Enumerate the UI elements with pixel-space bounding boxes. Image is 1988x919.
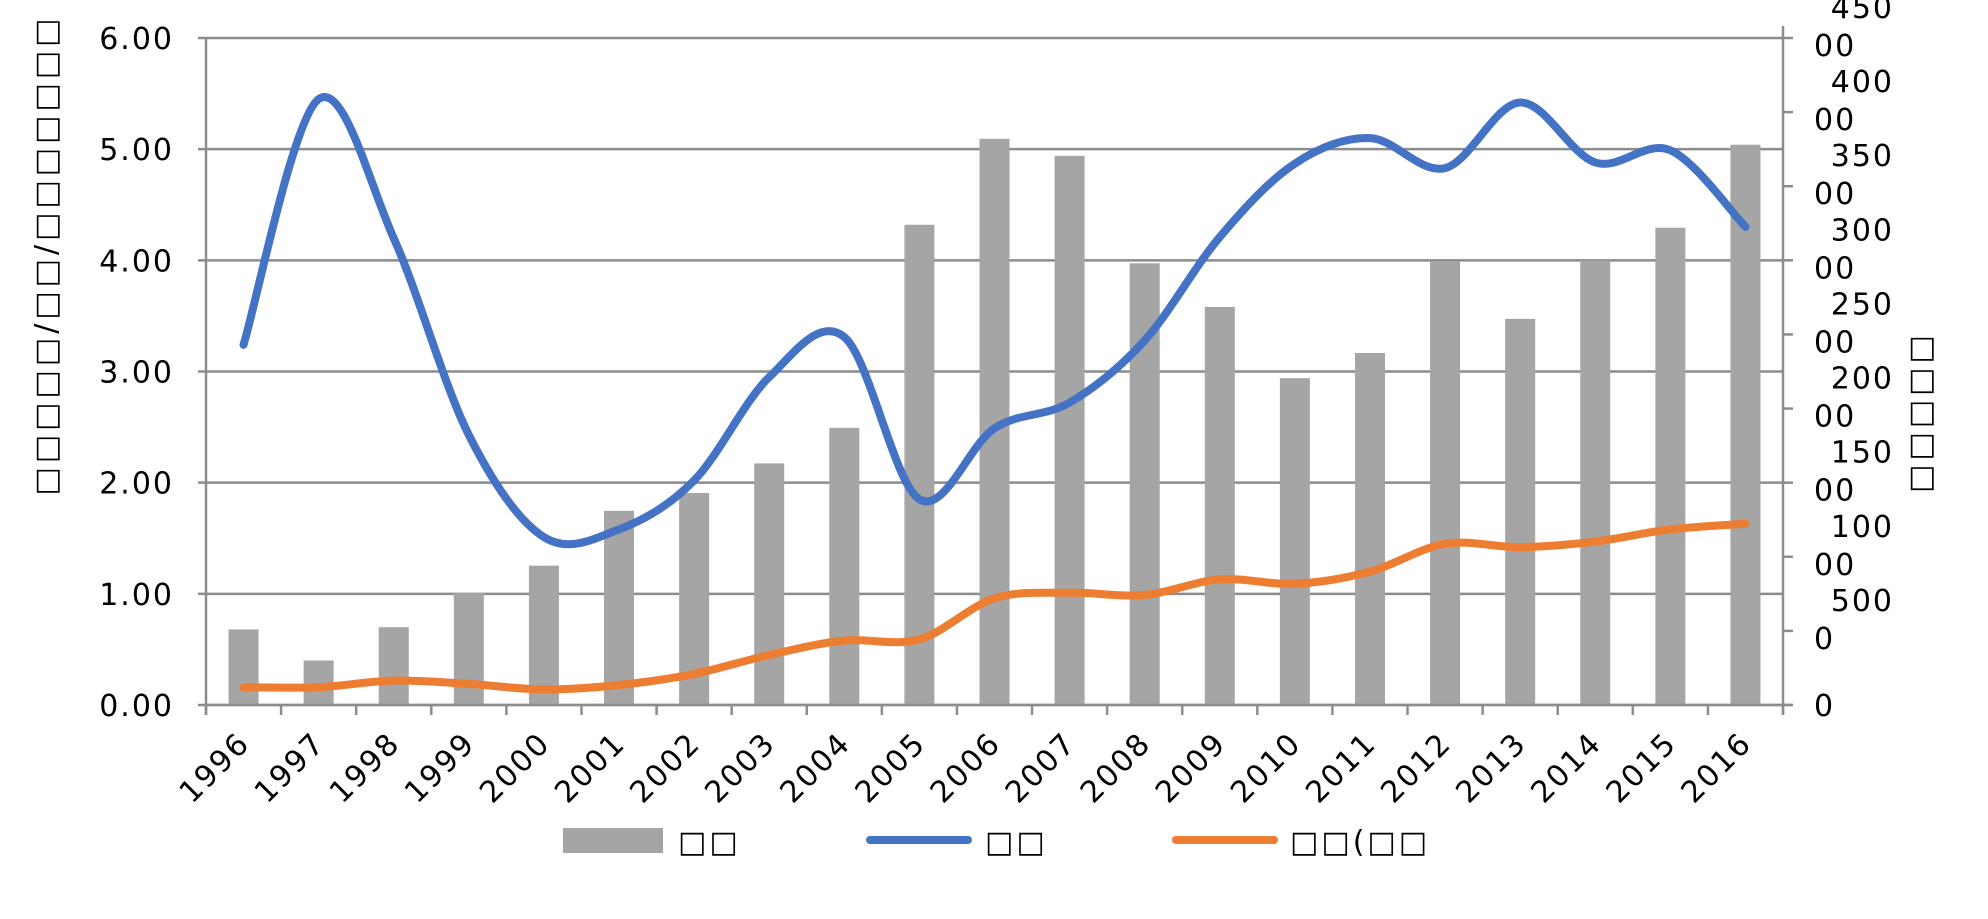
- right-tick-label: 400: [1831, 65, 1894, 100]
- right-tick-label-wrap: 00: [1814, 29, 1856, 64]
- x-tick-label: 2013: [1449, 726, 1533, 810]
- right-tick-label: 0: [1814, 689, 1835, 724]
- left-tick-label: 6.00: [99, 22, 174, 57]
- left-axis-title: □□□□□/□□/□□□□□□□: [29, 14, 64, 495]
- right-tick-label: 500: [1831, 584, 1894, 619]
- legend-item-bar[interactable]: □□: [563, 825, 741, 860]
- bar: [1655, 227, 1686, 706]
- bar: [1204, 307, 1235, 705]
- right-tick-label: 150: [1831, 436, 1894, 471]
- x-tick-label: 2008: [1074, 726, 1158, 810]
- legend-label-blue-line: □□: [985, 825, 1048, 860]
- left-tick-label: 0.00: [99, 689, 174, 724]
- x-tick-label: 2001: [548, 726, 632, 810]
- x-tick-label: 2002: [623, 726, 707, 810]
- x-tick-label: 2007: [999, 726, 1083, 810]
- bar: [1054, 155, 1085, 705]
- legend: □□ □□ □□(□□: [563, 825, 1430, 860]
- x-tick-label: 2016: [1675, 726, 1759, 810]
- bar: [1430, 261, 1461, 705]
- x-tick-label: 2011: [1299, 726, 1383, 810]
- left-tick-label: 2.00: [99, 467, 174, 502]
- legend-item-blue-line[interactable]: □□: [866, 825, 1048, 860]
- x-tick-label: 2006: [924, 726, 1008, 810]
- right-tick-label-wrap: 0: [1814, 622, 1835, 657]
- bar: [829, 427, 860, 705]
- left-tick-label: 4.00: [99, 244, 174, 279]
- x-tick-label: 2014: [1525, 726, 1609, 810]
- left-tick-label: 1.00: [99, 578, 174, 613]
- x-tick-label: 1998: [323, 726, 407, 810]
- legend-item-orange-line[interactable]: □□(□□: [1172, 825, 1430, 860]
- right-tick-label: 300: [1831, 213, 1894, 248]
- x-tick-label: 2003: [698, 726, 782, 810]
- right-tick-label: 350: [1831, 139, 1894, 174]
- left-tick-label: 3.00: [99, 356, 174, 391]
- x-tick-label: 1997: [248, 726, 332, 810]
- x-tick-label: 2005: [849, 726, 933, 810]
- right-tick-label-wrap: 00: [1814, 251, 1856, 286]
- x-tick-label: 2009: [1149, 726, 1233, 810]
- right-axis-title: □□□□□: [1903, 331, 1938, 493]
- bar: [754, 463, 785, 705]
- legend-swatch-bar: [563, 828, 663, 853]
- line-series-orange: [239, 519, 1750, 694]
- x-tick-label: 2012: [1374, 726, 1458, 810]
- x-tick-label: 1999: [398, 726, 482, 810]
- right-tick-label: 100: [1831, 510, 1894, 545]
- bar: [904, 224, 935, 705]
- bar: [528, 565, 559, 705]
- x-tick-label: 2015: [1600, 726, 1684, 810]
- axes: [204, 26, 1793, 715]
- right-tick-label-wrap: 00: [1814, 548, 1856, 583]
- right-tick-label: 200: [1831, 362, 1894, 397]
- legend-label-bar: □□: [678, 825, 741, 860]
- x-tick-label: 2000: [473, 726, 557, 810]
- left-axis-tick-labels: 0.00 1.00 2.00 3.00 4.00 5.00 6.00: [99, 22, 174, 724]
- bar: [1505, 318, 1536, 705]
- bar: [604, 510, 635, 705]
- bar: [1354, 352, 1385, 705]
- right-tick-label-wrap: 00: [1814, 325, 1856, 360]
- bar: [1580, 260, 1611, 705]
- legend-label-orange-line: □□(□□: [1290, 825, 1430, 860]
- right-tick-label-wrap: 00: [1814, 400, 1856, 435]
- bar: [1730, 144, 1761, 706]
- right-axis-tick-labels: 0500010000150002000025000300003500040000…: [1814, 0, 1894, 724]
- line-series: [239, 93, 1750, 694]
- bar: [1279, 378, 1310, 705]
- right-tick-label-wrap: 00: [1814, 103, 1856, 138]
- right-tick-label-wrap: 00: [1814, 177, 1856, 212]
- x-tick-label: 2010: [1224, 726, 1308, 810]
- x-axis-tick-labels: 1996199719981999200020012002200320042005…: [173, 726, 1759, 810]
- bar: [228, 629, 259, 705]
- bar: [378, 627, 409, 705]
- x-tick-label: 2004: [774, 726, 858, 810]
- line-series-blue: [239, 93, 1750, 549]
- right-tick-label: 250: [1831, 287, 1894, 322]
- left-tick-label: 5.00: [99, 133, 174, 168]
- right-tick-label: 450: [1831, 0, 1894, 26]
- x-tick-label: 1996: [173, 726, 257, 810]
- right-tick-label-wrap: 00: [1814, 474, 1856, 509]
